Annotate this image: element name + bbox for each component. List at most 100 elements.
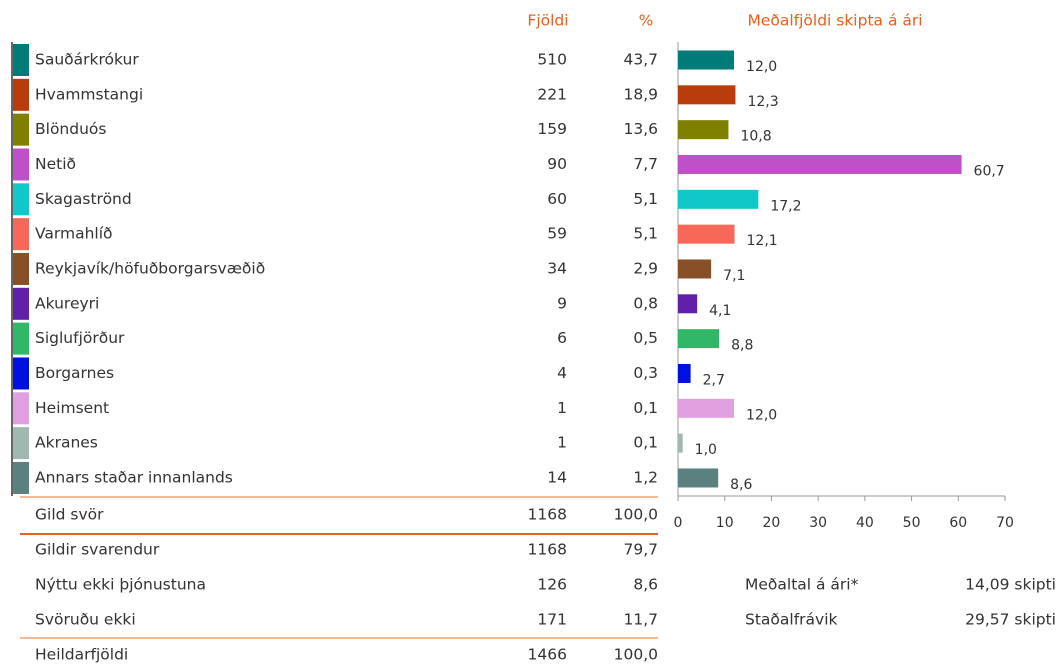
row-label: Heimsent [35,399,109,417]
count: 159 [537,120,567,138]
count: 1 [557,399,567,417]
value-label: 12,3 [747,94,778,110]
x-tick-label: 50 [903,515,921,531]
row-label: Sauðárkrókur [35,51,139,69]
swatch [13,461,29,494]
swatch [13,44,29,76]
percent: 18,9 [623,85,658,103]
count: 510 [537,51,567,69]
bar [678,189,759,209]
swatch [13,252,29,285]
percent: 5,1 [633,190,658,208]
stat-value: 14,09 skipti [965,576,1056,594]
count: 1 [557,434,567,452]
count: 9 [557,294,567,312]
bar [678,294,698,314]
swatch [13,427,29,460]
value-label: 12,1 [747,233,778,249]
bar [678,259,712,279]
percent: 8,6 [633,576,658,594]
count: 221 [537,85,567,103]
row-label: Blönduós [35,120,106,138]
percent: 0,3 [633,364,658,382]
stat-value: 29,57 skipti [965,611,1056,629]
bar [678,224,735,244]
percent: 100,0 [614,646,658,664]
column-header: % [639,12,654,30]
bar [678,154,962,174]
x-tick-label: 60 [949,515,967,531]
percent: 43,7 [623,51,658,69]
row-label: Hvammstangi [35,85,143,103]
x-tick-label: 20 [763,515,781,531]
percent: 1,2 [633,468,658,486]
count: 6 [557,329,567,347]
count: 59 [547,225,567,243]
value-label: 60,7 [974,163,1005,179]
bar [678,468,719,488]
row-label: Siglufjörður [35,329,125,347]
count: 4 [557,364,567,382]
percent: 0,1 [633,399,658,417]
swatch [13,218,29,251]
percent: 100,0 [614,506,658,524]
count: 1466 [528,646,567,664]
count: 126 [537,576,567,594]
percent: 79,7 [623,541,658,559]
value-label: 12,0 [746,407,777,423]
row-label: Gildir svarendur [35,541,160,559]
chart-title: Meðalfjöldi skipta á ári [747,12,922,30]
bar [678,120,729,140]
percent: 0,5 [633,329,658,347]
value-label: 2,7 [703,372,725,388]
row-label: Gild svör [35,506,104,524]
row-label: Borgarnes [35,364,114,382]
row-label: Heildarfjöldi [35,646,128,664]
value-label: 8,8 [731,338,753,354]
value-label: 4,1 [709,303,731,319]
x-tick-label: 30 [809,515,827,531]
row-label: Varmahlíð [35,225,113,243]
value-label: 7,1 [723,268,745,284]
stat-label: Meðaltal á ári* [745,576,859,594]
bar [678,85,736,105]
swatch [13,78,29,111]
x-tick-label: 0 [674,515,683,531]
percent: 7,7 [633,155,658,173]
row-label: Akureyri [35,294,99,312]
percent: 0,1 [633,434,658,452]
swatch [13,287,29,320]
count: 90 [547,155,567,173]
percent: 5,1 [633,225,658,243]
stat-label: Staðalfrávik [745,611,838,629]
bar [678,363,691,383]
column-header: Fjöldi [527,12,568,30]
swatch [13,357,29,390]
bar [678,329,720,349]
value-label: 1,0 [695,442,717,458]
bar [678,398,735,418]
x-tick-label: 10 [716,515,734,531]
row-label: Netið [35,155,76,173]
row-label: Nýttu ekki þjónustuna [35,576,206,594]
bar [678,433,683,453]
swatch [13,392,29,425]
count: 14 [547,468,567,486]
swatch [13,113,29,146]
x-tick-label: 40 [856,515,874,531]
row-label: Skagaströnd [35,190,132,208]
count: 171 [537,611,567,629]
row-label: Akranes [35,434,98,452]
swatch [13,322,29,355]
x-tick-label: 70 [996,515,1014,531]
value-label: 10,8 [740,129,771,145]
bar [678,50,735,70]
row-label: Annars staðar innanlands [35,468,233,486]
value-label: 12,0 [746,59,777,75]
count: 1168 [528,506,567,524]
count: 1168 [528,541,567,559]
percent: 13,6 [623,120,658,138]
value-label: 8,6 [730,477,752,493]
swatch [13,183,29,216]
